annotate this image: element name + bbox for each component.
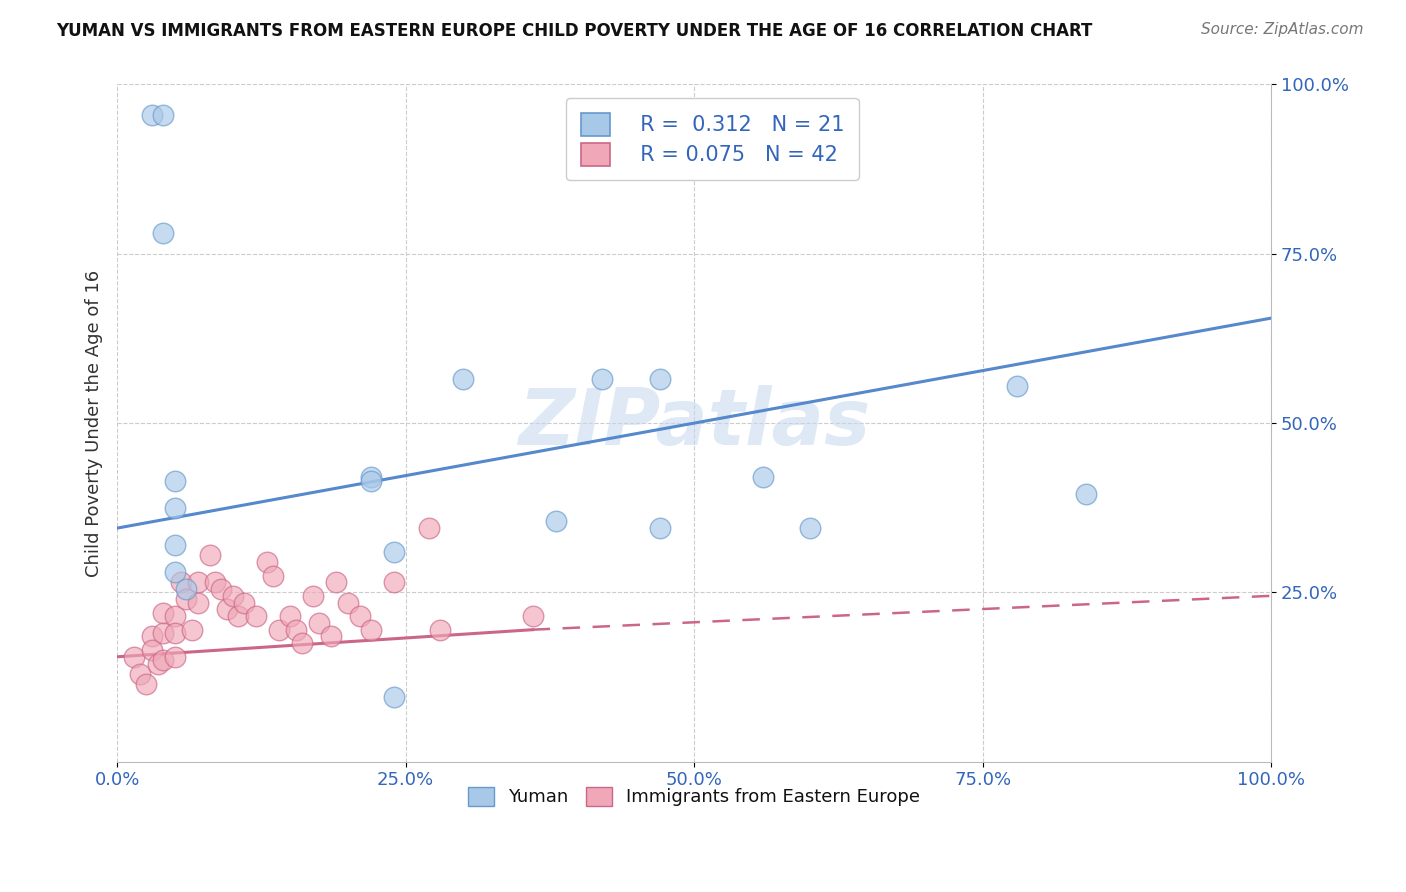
Point bbox=[215, 602, 238, 616]
Text: YUMAN VS IMMIGRANTS FROM EASTERN EUROPE CHILD POVERTY UNDER THE AGE OF 16 CORREL: YUMAN VS IMMIGRANTS FROM EASTERN EUROPE … bbox=[56, 22, 1092, 40]
Point bbox=[291, 636, 314, 650]
Point bbox=[152, 653, 174, 667]
Point bbox=[221, 589, 243, 603]
Point bbox=[360, 474, 382, 488]
Point bbox=[799, 521, 821, 535]
Point bbox=[228, 609, 250, 624]
Point bbox=[187, 575, 209, 590]
Point bbox=[544, 514, 567, 528]
Legend: Yuman, Immigrants from Eastern Europe: Yuman, Immigrants from Eastern Europe bbox=[461, 780, 927, 814]
Point bbox=[141, 108, 163, 122]
Point bbox=[308, 615, 330, 630]
Point bbox=[163, 609, 186, 624]
Point bbox=[522, 609, 544, 624]
Point bbox=[163, 626, 186, 640]
Point bbox=[141, 630, 163, 644]
Point bbox=[176, 582, 198, 596]
Point bbox=[360, 470, 382, 484]
Point bbox=[181, 623, 204, 637]
Point bbox=[256, 555, 278, 569]
Point bbox=[152, 108, 174, 122]
Point bbox=[176, 592, 198, 607]
Point bbox=[152, 606, 174, 620]
Point bbox=[163, 500, 186, 515]
Point bbox=[382, 545, 405, 559]
Point bbox=[198, 548, 221, 562]
Point bbox=[129, 666, 152, 681]
Point bbox=[418, 521, 440, 535]
Point bbox=[349, 609, 371, 624]
Point bbox=[429, 623, 451, 637]
Point bbox=[278, 609, 301, 624]
Point bbox=[187, 596, 209, 610]
Point bbox=[591, 372, 613, 386]
Point bbox=[204, 575, 226, 590]
Point bbox=[382, 690, 405, 705]
Point bbox=[752, 470, 775, 484]
Point bbox=[135, 677, 157, 691]
Point bbox=[382, 575, 405, 590]
Point bbox=[453, 372, 475, 386]
Point bbox=[209, 582, 232, 596]
Point bbox=[1076, 487, 1098, 501]
Point bbox=[169, 575, 191, 590]
Point bbox=[141, 643, 163, 657]
Point bbox=[152, 227, 174, 241]
Point bbox=[302, 589, 325, 603]
Point bbox=[163, 565, 186, 579]
Y-axis label: Child Poverty Under the Age of 16: Child Poverty Under the Age of 16 bbox=[86, 269, 103, 576]
Point bbox=[648, 372, 671, 386]
Point bbox=[262, 568, 284, 582]
Point bbox=[319, 630, 342, 644]
Point bbox=[336, 596, 359, 610]
Point bbox=[360, 623, 382, 637]
Point bbox=[648, 521, 671, 535]
Point bbox=[285, 623, 308, 637]
Point bbox=[163, 649, 186, 664]
Text: ZIPatlas: ZIPatlas bbox=[517, 385, 870, 461]
Text: Source: ZipAtlas.com: Source: ZipAtlas.com bbox=[1201, 22, 1364, 37]
Point bbox=[1005, 379, 1028, 393]
Point bbox=[325, 575, 347, 590]
Point bbox=[124, 649, 146, 664]
Point bbox=[146, 657, 169, 671]
Point bbox=[163, 538, 186, 552]
Point bbox=[245, 609, 267, 624]
Point bbox=[152, 626, 174, 640]
Point bbox=[163, 474, 186, 488]
Point bbox=[267, 623, 290, 637]
Point bbox=[233, 596, 256, 610]
